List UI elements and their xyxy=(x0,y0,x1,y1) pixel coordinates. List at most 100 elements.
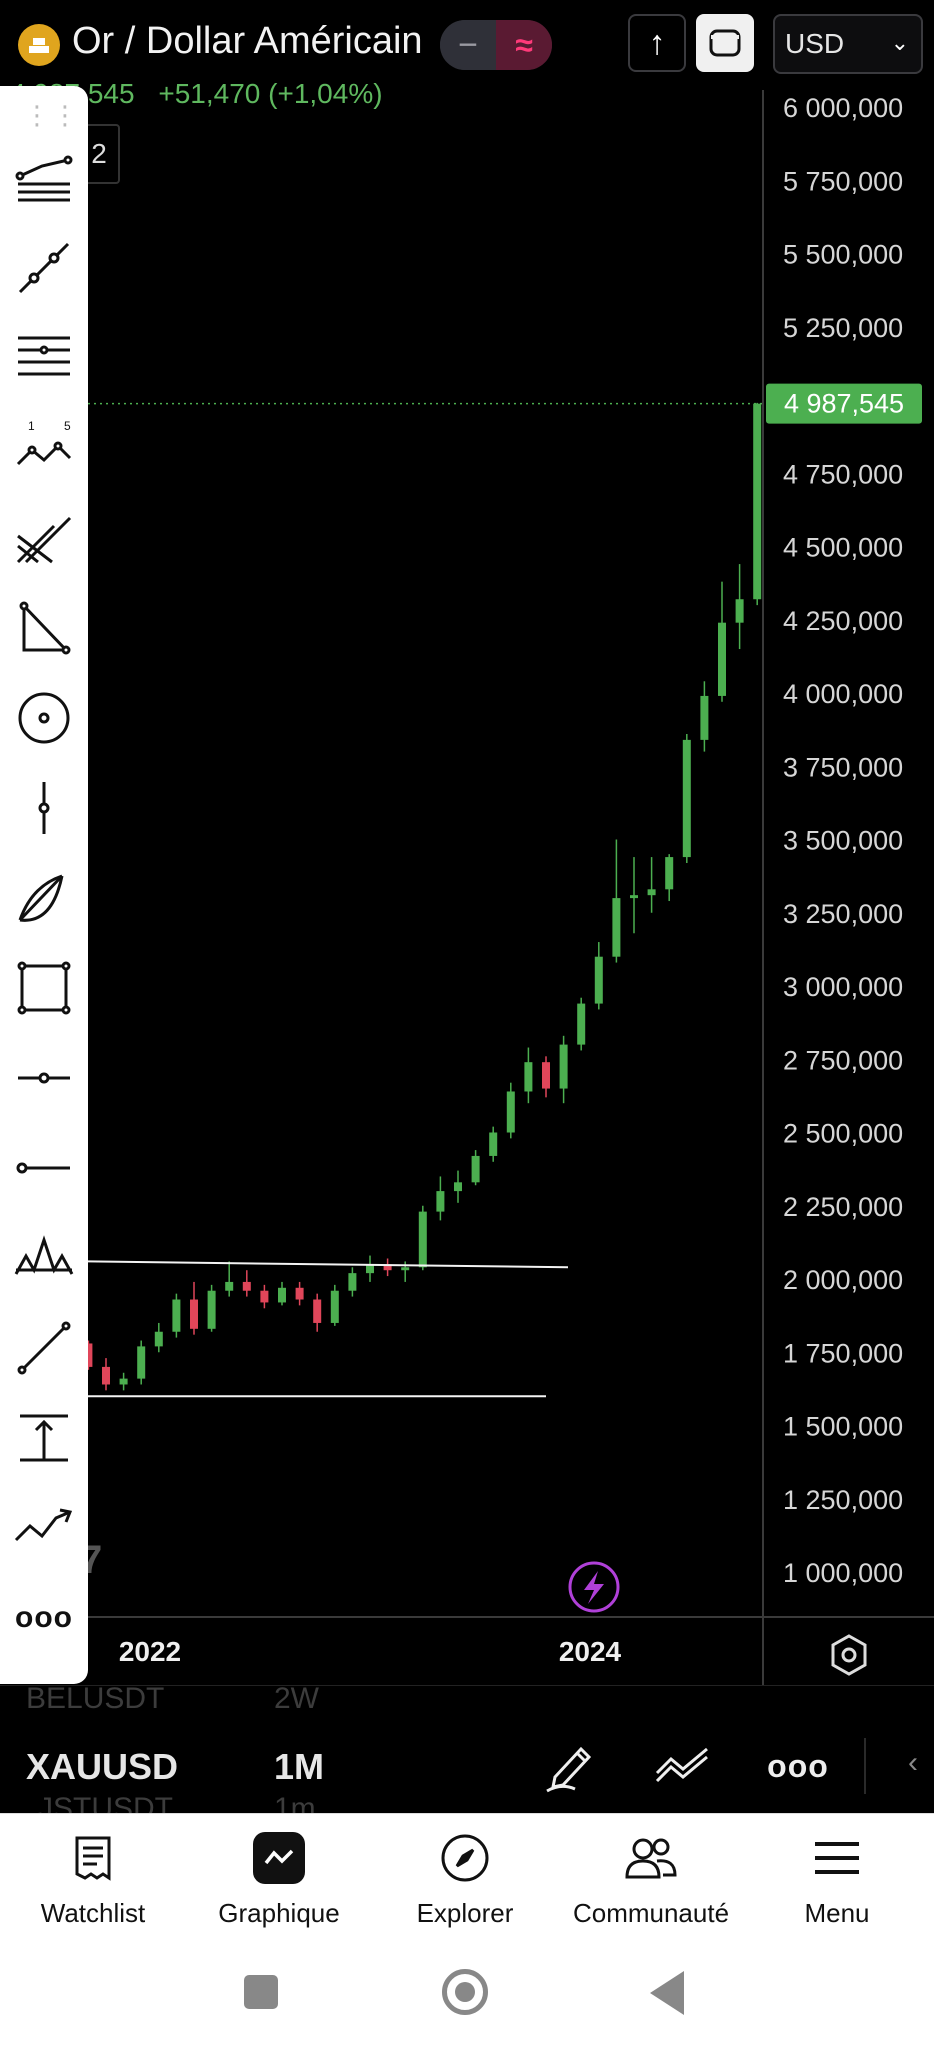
triangle-tool-icon[interactable] xyxy=(8,592,80,664)
toggle-right[interactable]: ≈ xyxy=(496,20,552,70)
y-tick-label: 1 500,000 xyxy=(783,1412,903,1442)
currency-value: USD xyxy=(785,28,845,59)
currency-select[interactable]: USD ⌄ xyxy=(773,14,923,74)
candle-body xyxy=(630,895,638,899)
current-interval[interactable]: 1M xyxy=(274,1746,325,1787)
android-nav-bar xyxy=(0,1963,934,2048)
candle xyxy=(172,1293,181,1338)
candle xyxy=(102,1358,110,1391)
y-tick-label: 1 750,000 xyxy=(783,1338,903,1368)
prev-symbol[interactable]: BELUSDT xyxy=(26,1682,165,1715)
pencil-icon xyxy=(546,1746,592,1793)
candle xyxy=(753,402,762,606)
candle xyxy=(242,1270,251,1297)
compass-icon xyxy=(435,1828,495,1888)
candle xyxy=(454,1170,462,1203)
horizontal-ray-tool-icon[interactable] xyxy=(8,1042,80,1114)
home-button[interactable] xyxy=(442,1969,488,2015)
indicators-button[interactable] xyxy=(646,1730,718,1802)
pitchfan-tool-icon[interactable] xyxy=(8,142,80,214)
x-tick-label: 2022 xyxy=(119,1636,181,1667)
nav-label: Graphique xyxy=(218,1898,340,1928)
candle xyxy=(577,997,586,1051)
nav-chart[interactable]: Graphique xyxy=(186,1814,372,1964)
candle-body xyxy=(612,898,621,957)
candle-body xyxy=(102,1366,110,1385)
circle-tool-icon[interactable] xyxy=(8,682,80,754)
rectangle-tool-icon[interactable] xyxy=(8,952,80,1024)
nav-menu[interactable]: Menu xyxy=(744,1814,930,1964)
candle xyxy=(489,1126,498,1162)
candle-body xyxy=(506,1091,515,1133)
candle-body xyxy=(172,1299,181,1332)
arc-tool-icon[interactable] xyxy=(8,862,80,934)
segment-tool-icon[interactable] xyxy=(8,1312,80,1384)
nav-community[interactable]: Communauté xyxy=(558,1814,744,1964)
candle xyxy=(278,1281,286,1306)
price-change-pct: (+1,04%) xyxy=(268,78,383,109)
price-chart[interactable]: 6 000,000 5 750,000 5 500,000 5 250,000 4 75… xyxy=(0,0,934,1685)
toggle-left[interactable]: − xyxy=(440,20,496,70)
layout-icon xyxy=(709,29,741,57)
layout-button[interactable] xyxy=(696,14,754,72)
candle-body xyxy=(207,1290,216,1329)
candle-body xyxy=(700,695,709,740)
collapse-arrow-icon[interactable]: ‹ xyxy=(908,1746,918,1779)
candle-body xyxy=(154,1331,163,1347)
y-tick-label: 3 250,000 xyxy=(783,899,903,929)
y-tick-label: 3 000,000 xyxy=(783,972,903,1002)
nav-explorer[interactable]: Explorer xyxy=(372,1814,558,1964)
candle xyxy=(330,1284,339,1326)
y-tick-label: 4 750,000 xyxy=(783,459,903,489)
indicators-icon xyxy=(655,1747,708,1783)
symbol-title[interactable]: Or / Dollar Américain xyxy=(72,20,423,62)
vertical-line-tool-icon[interactable] xyxy=(8,772,80,844)
nav-watchlist[interactable]: Watchlist xyxy=(0,1814,186,1964)
candle xyxy=(735,564,744,650)
candle-body xyxy=(647,889,656,896)
candle-body xyxy=(524,1062,533,1092)
back-button[interactable] xyxy=(650,1971,684,2015)
candle-body xyxy=(242,1281,251,1291)
trend-line-tool-icon[interactable] xyxy=(8,232,80,304)
nav-label: Menu xyxy=(804,1898,870,1928)
current-symbol[interactable]: XAUUSD xyxy=(26,1746,179,1787)
head-shoulders-tool-icon[interactable] xyxy=(8,1222,80,1294)
candle xyxy=(524,1047,533,1104)
prev-interval[interactable]: 2W xyxy=(274,1682,319,1715)
candle-body xyxy=(137,1346,146,1379)
ray-tool-icon[interactable] xyxy=(8,1132,80,1204)
candle-body xyxy=(313,1299,322,1323)
candle xyxy=(295,1281,304,1306)
nav-label: Explorer xyxy=(416,1898,514,1928)
candle-body xyxy=(735,599,744,623)
draw-pencil-button[interactable] xyxy=(534,1730,606,1802)
candle xyxy=(348,1267,357,1297)
candle xyxy=(207,1284,216,1332)
candle-body xyxy=(718,622,726,696)
candle-body xyxy=(348,1273,357,1291)
more-tools-icon[interactable]: ooo xyxy=(15,1601,73,1634)
candle-body xyxy=(418,1211,427,1268)
candle xyxy=(630,857,638,934)
more-options-button[interactable]: ooo xyxy=(762,1730,834,1802)
price-range-tool-icon[interactable] xyxy=(8,1402,80,1474)
lightning-button[interactable] xyxy=(568,1561,620,1613)
horizontal-lines-tool-icon[interactable] xyxy=(8,322,80,394)
forecast-tool-icon[interactable] xyxy=(8,1492,80,1564)
candle xyxy=(119,1372,128,1391)
candle xyxy=(471,1150,480,1186)
community-icon xyxy=(621,1828,681,1888)
gann-tool-icon[interactable] xyxy=(8,502,80,574)
chart-settings-icon[interactable] xyxy=(831,1634,867,1676)
toolbar-grip-icon[interactable]: ⋮⋮ xyxy=(24,100,80,130)
y-tick-label: 3 750,000 xyxy=(783,752,903,782)
y-tick-label: 4 500,000 xyxy=(783,533,903,563)
recents-button[interactable] xyxy=(244,1975,278,2009)
trend-line[interactable] xyxy=(87,1260,569,1269)
y-tick-label: 2 000,000 xyxy=(783,1265,903,1295)
share-button[interactable]: ↑ xyxy=(628,14,686,72)
chart-type-toggle[interactable]: − ≈ xyxy=(440,20,552,70)
nav-label: Watchlist xyxy=(40,1898,146,1928)
